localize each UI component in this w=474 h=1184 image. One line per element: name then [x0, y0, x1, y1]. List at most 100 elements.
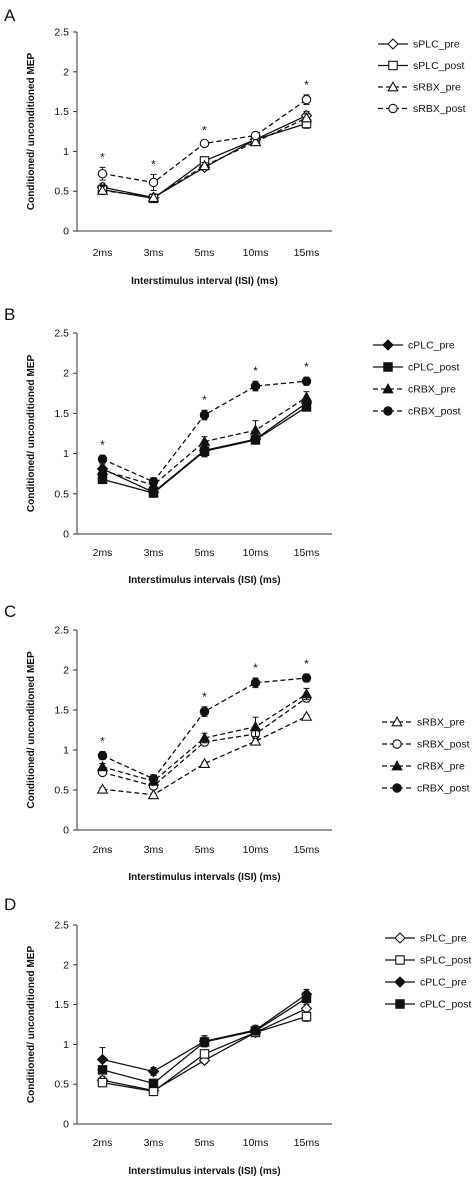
panel-c-data-point: [249, 735, 262, 746]
panel-b-data-point: [249, 424, 262, 435]
panel-b-data-point: [250, 381, 261, 391]
panel-b-data-point: [199, 446, 210, 456]
panel-c-x-axis-title: Interstimulus intervals (ISI) (ms): [128, 872, 280, 883]
panel-d-data-point: [199, 1037, 210, 1047]
panel-d-legend: sPLC_pre sPLC_post cPLC_pre cPLC_post: [385, 932, 471, 1011]
panel-d-legend-item: sPLC_pre: [385, 932, 467, 945]
panel-b-y-axis-title: Conditioned/ unconditioned MEP: [26, 355, 37, 513]
panel-c-legend-label: sRBX_post: [417, 739, 470, 751]
panel-b-y-tick-label: 1.5: [54, 408, 69, 420]
panel-letter-a: A: [4, 6, 16, 25]
panel-b-series-cRBX_post: [97, 376, 312, 487]
panel-d-data-point: [148, 1086, 159, 1097]
panel-c-legend-item: sRBX_pre: [382, 716, 465, 729]
panel-b-data-point: [301, 376, 312, 386]
panel-b-legend-marker: [383, 362, 393, 372]
panel-b-x-axis-title: Interstimulus intervals (ISI) (ms): [128, 575, 280, 586]
panel-c-series-line: [102, 693, 307, 782]
panel-d-legend-marker: [395, 999, 405, 1009]
panel-a-legend-marker: [388, 60, 398, 71]
panel-c-data-point: [97, 750, 108, 761]
panel-c-data-point: [300, 710, 313, 721]
panel-a-significance-star: *: [202, 123, 207, 137]
panel-a-legend-label: sPLC_post: [413, 60, 464, 72]
panel-c-data-point: [96, 783, 109, 794]
panel-c-data-point: [198, 732, 211, 743]
panel-a-data-point: [301, 94, 312, 105]
panel-c-x-tick-label: 15ms: [294, 844, 320, 856]
panel-a-data-point: [199, 138, 210, 149]
panel-d-x-tick-label: 3ms: [144, 1137, 164, 1149]
panel-b-y-tick-label: 0.5: [54, 488, 69, 500]
panel-a-data-point: [148, 177, 159, 188]
panel-a-legend-item: sPLC_pre: [378, 38, 460, 51]
panel-c-legend-item: cRBX_post: [382, 783, 470, 795]
panel-c-series-cRBX_post: [97, 673, 312, 784]
panel-a: A 0 0.5 1 1.5 2 2.5 2ms 3ms 5ms 10ms 15ms Interstim…: [4, 6, 466, 287]
panel-b-legend-label: cRBX_pre: [408, 384, 456, 396]
panel-a-x-tick-label: 3ms: [144, 247, 164, 259]
panel-d-legend-item: cPLC_post: [385, 999, 471, 1011]
panel-c-y-tick-label: 0: [63, 825, 69, 837]
panel-d-y-tick-label: 0.5: [54, 1079, 69, 1091]
panel-a-data-point: [96, 184, 109, 195]
panel-d-legend-label: cPLC_post: [420, 999, 471, 1011]
panel-b-legend-label: cPLC_pre: [408, 340, 455, 352]
panel-a-legend-marker: [387, 38, 399, 50]
panel-b-significance-star: *: [253, 364, 258, 378]
panel-d-data-point: [97, 1077, 108, 1088]
panel-a-legend: sPLC_pre sPLC_post sRBX_pre sRBX_post: [378, 38, 466, 115]
panel-d-y-axis-title: Conditioned/ unconditioned MEP: [26, 946, 37, 1104]
panel-b-legend-item: cPLC_post: [373, 362, 459, 374]
panel-a-x-tick-label: 2ms: [93, 247, 113, 259]
panel-c-data-point: [301, 673, 312, 683]
panel-a-data-point: [198, 159, 211, 171]
panel-d-x-tick-label: 2ms: [93, 1137, 113, 1149]
panel-d-data-point: [199, 1049, 210, 1059]
panel-c-legend-marker: [391, 716, 403, 727]
panel-a-significance-star: *: [100, 150, 105, 164]
panel-c-y-tick-label: 2: [63, 665, 69, 677]
panel-a-y-tick-label: 2: [63, 66, 69, 78]
panel-c-x-tick-label: 5ms: [195, 844, 215, 856]
panel-a-data-point: [300, 112, 313, 123]
panel-c-data-point: [147, 788, 160, 800]
panel-b-x-tick-label: 2ms: [93, 547, 113, 559]
panel-b-data-point: [97, 474, 108, 485]
panel-a-legend-label: sPLC_pre: [413, 39, 460, 51]
panel-c-data-point: [300, 688, 313, 699]
panel-b-y-tick-label: 2.5: [54, 328, 69, 340]
panel-c-legend-marker: [392, 739, 402, 749]
panel-d-data-point: [147, 1065, 160, 1078]
panel-d-y-tick-label: 1: [63, 1039, 69, 1051]
panel-c-x-tick-label: 10ms: [243, 844, 269, 856]
panel-d-legend-label: sPLC_post: [420, 955, 471, 967]
panel-c-legend-label: cRBX_post: [417, 783, 470, 795]
panel-d-legend-marker: [395, 955, 405, 965]
panel-letter-d: D: [4, 895, 16, 914]
panel-a-legend-item: sRBX_post: [378, 103, 466, 115]
panel-d-data-point: [148, 1078, 159, 1089]
panel-b-data-point: [148, 476, 159, 487]
panel-d-series-sPLC_post: [97, 1011, 312, 1097]
panel-c-data-point: [148, 774, 159, 784]
panel-b-legend-marker: [382, 383, 394, 394]
panel-a-y-tick-label: 0: [63, 226, 69, 238]
panel-c-legend-marker: [391, 760, 403, 771]
panel-a-x-axis-title: Interstimulus interval (ISI) (ms): [131, 276, 278, 287]
panel-c-series-sRBX_pre: [96, 710, 313, 800]
panel-d-legend-label: sPLC_pre: [420, 933, 467, 945]
panel-b-legend-marker: [383, 406, 393, 416]
panel-a-legend-label: sRBX_post: [413, 103, 466, 115]
panel-b-y-tick-label: 1: [63, 448, 69, 460]
panel-d-y-tick-label: 2: [63, 959, 69, 971]
panel-d-series-cPLC_post: [97, 992, 312, 1089]
panel-b-series-cRBX_pre: [96, 391, 313, 490]
panel-b-legend-marker: [382, 339, 394, 351]
panel-c-data-point: [199, 706, 210, 717]
panel-d: D 0 0.5 1 1.5 2 2.5 2ms 3ms 5ms 10ms 15ms Interstim…: [4, 895, 471, 1177]
panel-a-significance-star: *: [151, 157, 156, 171]
panel-c-legend-label: cRBX_pre: [417, 761, 465, 773]
panel-a-series-line: [102, 117, 307, 199]
panel-b-data-point: [300, 391, 313, 402]
